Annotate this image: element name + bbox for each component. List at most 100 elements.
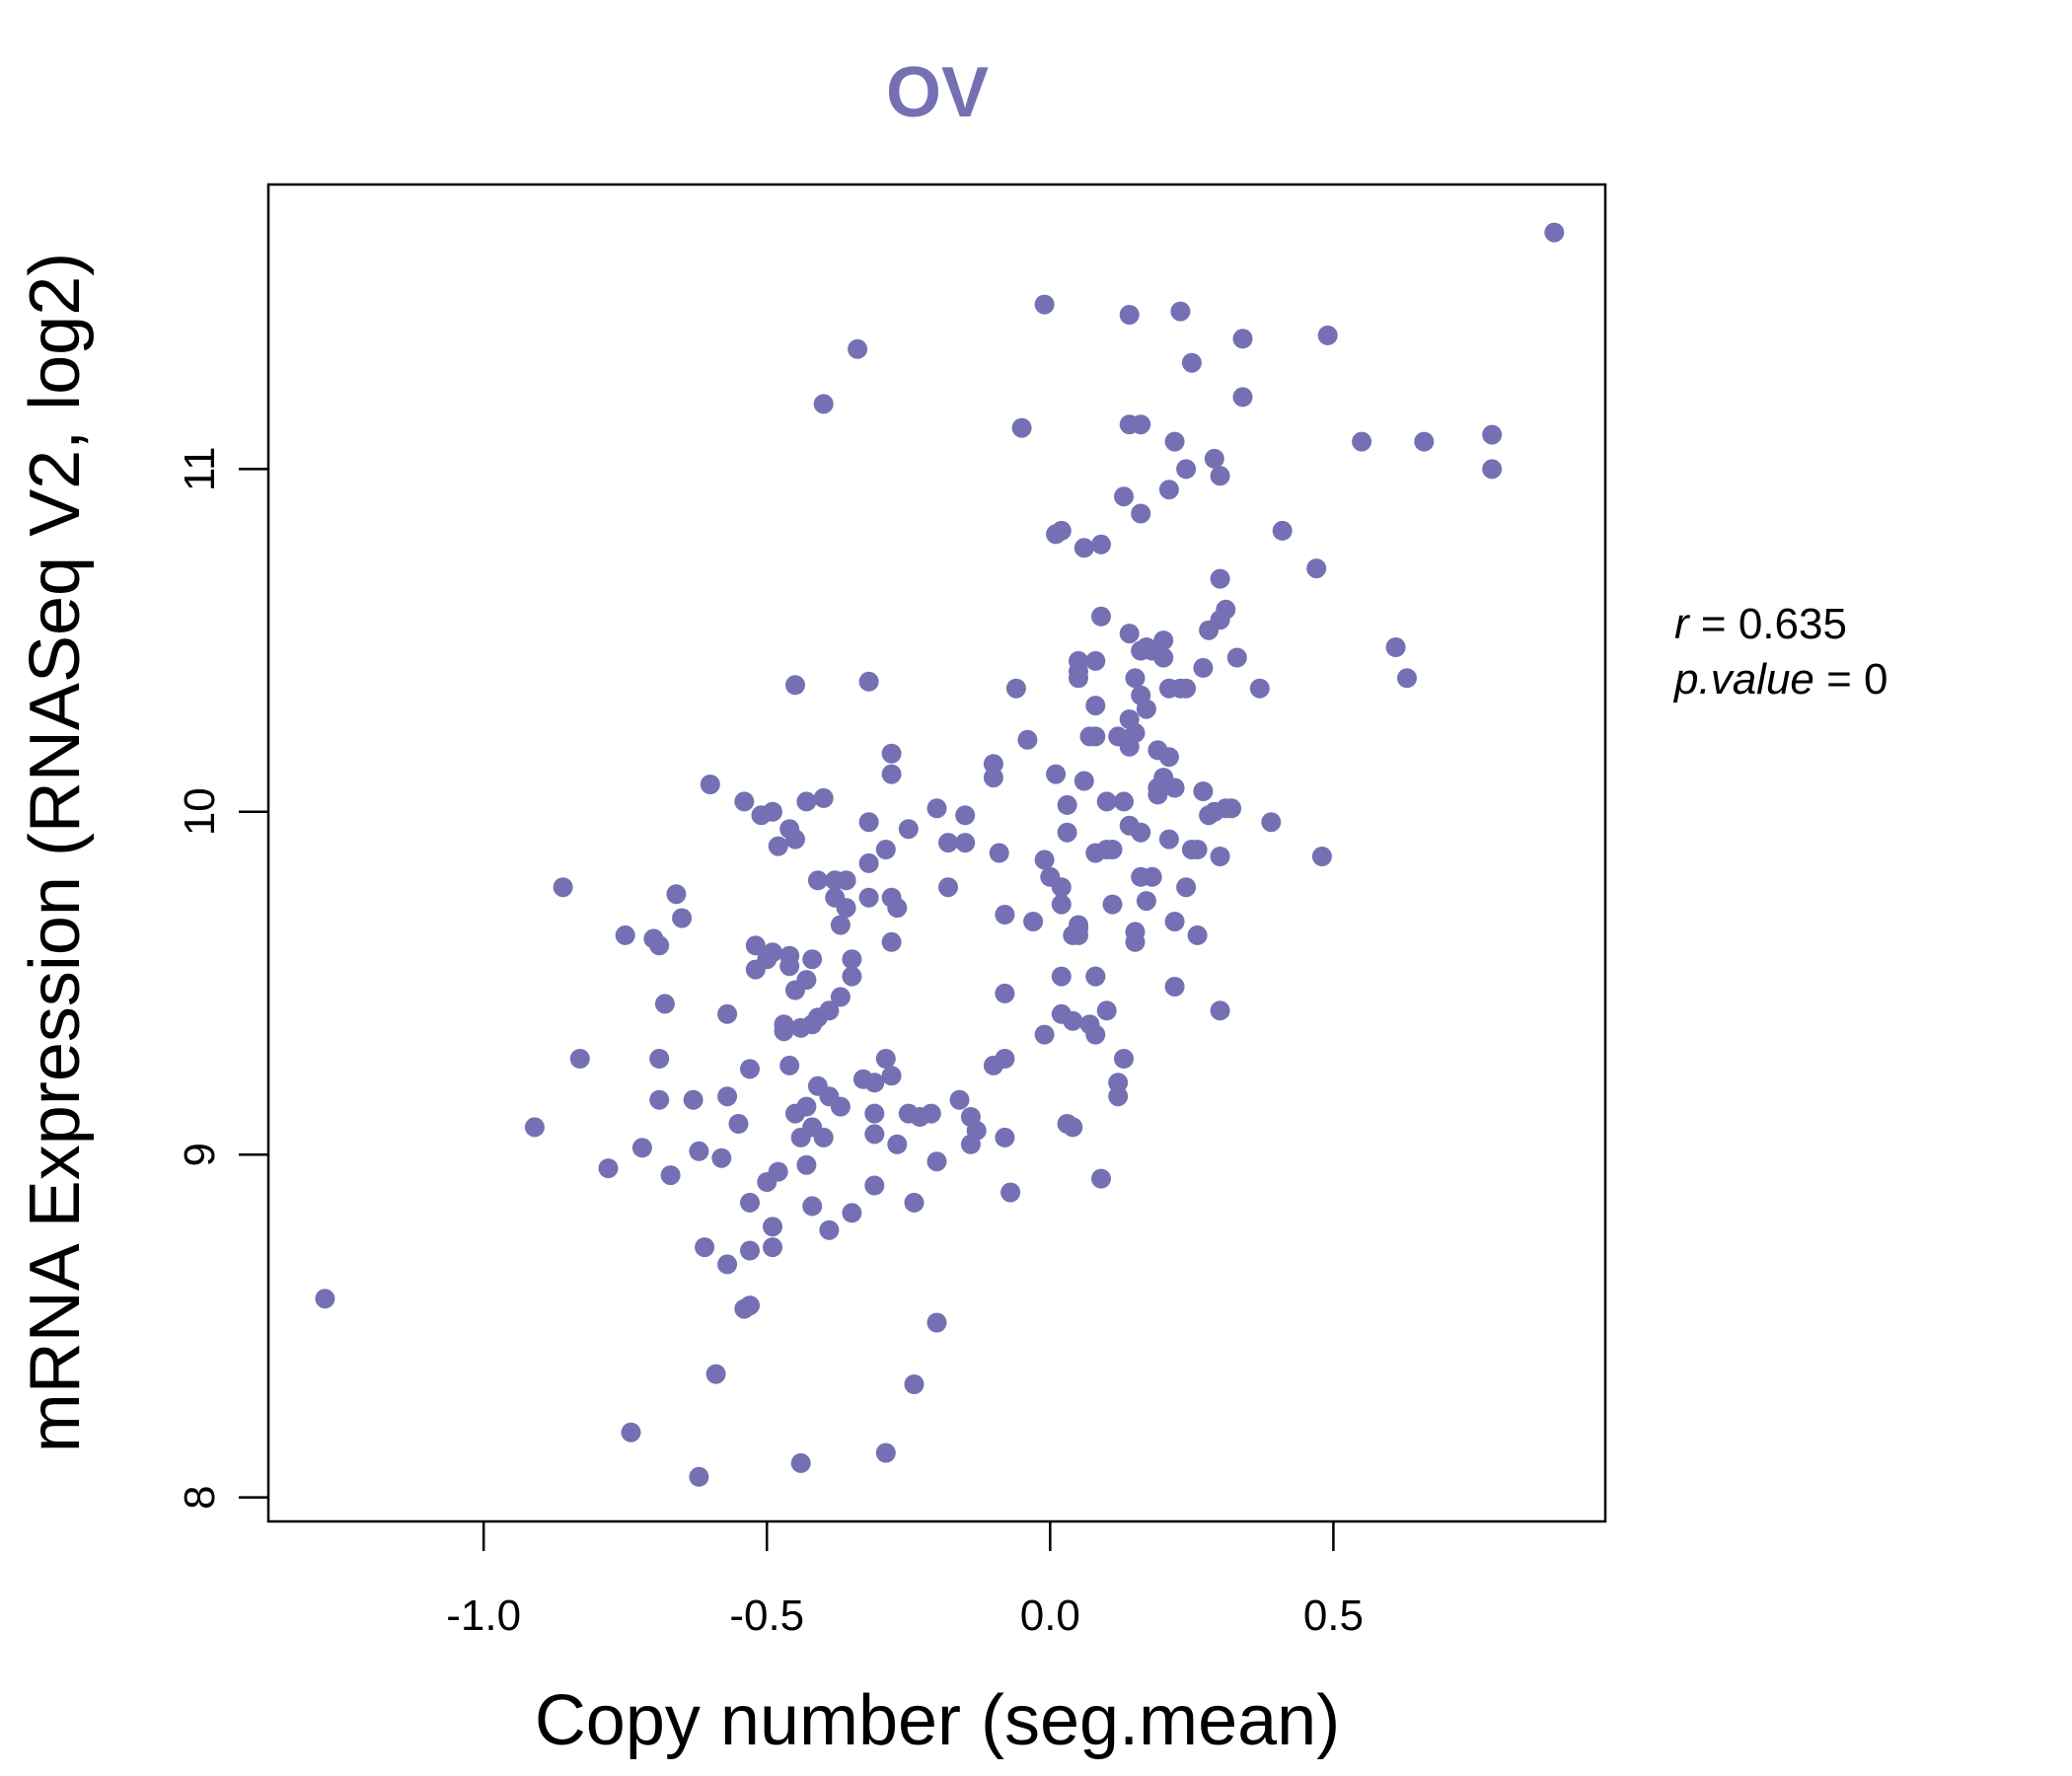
data-point (807, 870, 828, 891)
data-point (1108, 1086, 1129, 1107)
data-point (796, 1096, 817, 1117)
data-point (1306, 558, 1327, 579)
data-point (955, 833, 976, 853)
data-point (819, 1220, 840, 1240)
data-point (1114, 791, 1134, 812)
data-point (1482, 459, 1503, 480)
data-point (1210, 568, 1230, 589)
data-point (1272, 520, 1293, 541)
data-point (1096, 1000, 1117, 1021)
data-point (881, 743, 902, 764)
data-point (779, 1055, 800, 1075)
data-point (1023, 912, 1044, 931)
data-point (695, 1237, 715, 1258)
data-point (1164, 977, 1185, 997)
data-point (1158, 747, 1179, 768)
data-point (1131, 822, 1151, 843)
data-point (1385, 637, 1406, 657)
data-point (1482, 424, 1503, 445)
data-point (1017, 729, 1038, 750)
data-point (887, 898, 908, 919)
data-point (1131, 414, 1151, 435)
data-point (995, 1049, 1015, 1069)
data-point (553, 877, 573, 898)
data-point (864, 1175, 885, 1196)
data-point (864, 1103, 885, 1124)
data-point (1034, 1024, 1055, 1045)
data-point (1085, 726, 1106, 747)
data-point (1085, 650, 1106, 671)
data-point (802, 1196, 823, 1217)
data-point (858, 852, 879, 873)
data-point (1164, 777, 1185, 798)
data-point (1158, 829, 1179, 850)
data-point (672, 908, 693, 928)
data-point (1164, 912, 1185, 931)
data-point (1085, 966, 1106, 987)
p-value: 0 (1864, 655, 1887, 703)
data-point (615, 925, 635, 945)
data-point (938, 833, 958, 853)
data-point (1091, 534, 1111, 555)
data-point (813, 1127, 834, 1147)
data-point (813, 394, 834, 414)
data-point (1158, 480, 1179, 500)
data-point (842, 966, 862, 987)
data-point (711, 1147, 732, 1168)
y-axis-label: mRNA Expression (RNASeq V2, log2) (16, 253, 95, 1452)
data-point (734, 791, 755, 812)
data-point (813, 787, 834, 808)
data-point (858, 671, 879, 692)
data-point (1204, 448, 1224, 469)
p-label: p.value (1672, 655, 1814, 703)
data-point (740, 1192, 760, 1213)
data-point (1176, 678, 1197, 699)
data-points (315, 222, 1565, 1487)
data-point (1210, 847, 1230, 866)
data-point (875, 1443, 896, 1463)
data-point (745, 935, 766, 956)
data-point (1397, 668, 1417, 689)
data-point (1034, 294, 1055, 315)
data-point (1108, 1073, 1129, 1093)
data-point (1051, 894, 1072, 915)
data-point (1226, 647, 1247, 668)
data-point (1187, 925, 1208, 945)
data-point (1102, 840, 1123, 859)
x-axis-label: Copy number (seg.mean) (535, 1681, 1340, 1760)
data-point (904, 1374, 925, 1394)
data-point (717, 1086, 738, 1107)
r-label: r (1674, 600, 1691, 648)
data-point (785, 829, 805, 850)
data-point (995, 1127, 1015, 1147)
svg-text:r = 0.635: r = 0.635 (1674, 600, 1847, 648)
data-point (904, 1192, 925, 1213)
data-point (1232, 387, 1253, 407)
correlation-stats: r = 0.635 p.value = 0 (1672, 600, 1888, 703)
data-point (881, 931, 902, 952)
data-point (926, 798, 947, 819)
data-point (763, 1217, 782, 1237)
data-point (649, 1089, 670, 1110)
data-point (887, 1134, 908, 1154)
data-point (819, 1000, 840, 1021)
data-point (649, 935, 670, 956)
data-point (1051, 520, 1072, 541)
data-point (1051, 966, 1072, 987)
data-point (1216, 599, 1236, 620)
y-tick-label: 9 (176, 1143, 224, 1166)
data-point (763, 942, 782, 963)
data-point (842, 949, 862, 970)
data-point (1153, 647, 1174, 668)
data-point (938, 877, 958, 898)
data-point (1005, 678, 1026, 699)
data-point (1046, 764, 1067, 784)
data-point (790, 1452, 811, 1473)
data-point (621, 1422, 641, 1443)
data-point (836, 898, 856, 919)
data-point (1073, 771, 1094, 791)
data-point (1142, 866, 1162, 887)
data-point (1096, 791, 1117, 812)
data-point (989, 843, 1009, 863)
